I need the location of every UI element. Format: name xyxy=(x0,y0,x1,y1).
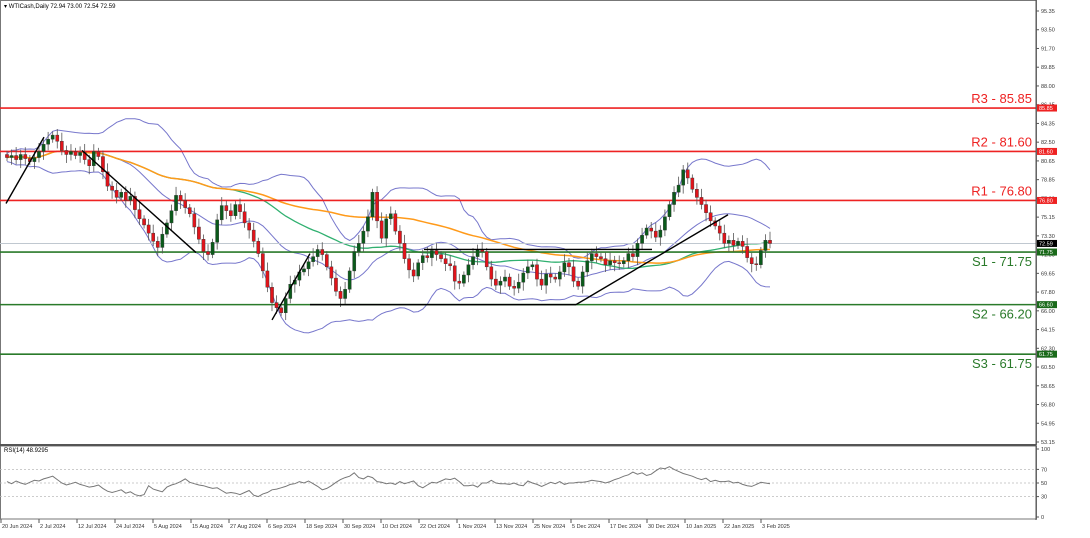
price-badge xyxy=(1037,104,1057,112)
time-tick-label: 6 Sep 2024 xyxy=(268,524,296,530)
level-label-s1: S1 - 71.75 xyxy=(972,254,1032,269)
price-badge xyxy=(1037,239,1057,247)
level-label-r1: R1 - 76.80 xyxy=(971,183,1032,198)
bollinger-lower xyxy=(6,161,771,334)
price-tick-label: 53.15 xyxy=(1041,440,1055,446)
price-tick-label: 73.30 xyxy=(1041,234,1055,240)
time-tick-label: 30 Sep 2024 xyxy=(344,524,375,530)
rsi-tick-label: 30 xyxy=(1041,495,1047,501)
price-badge-label: 81.60 xyxy=(1039,149,1053,155)
price-tick-label: 84.35 xyxy=(1041,121,1055,127)
time-tick-label: 5 Dec 2024 xyxy=(572,524,600,530)
time-tick-label: 17 Dec 2024 xyxy=(610,524,641,530)
price-tick-label: 75.15 xyxy=(1041,215,1055,221)
trendline-0[interactable] xyxy=(5,136,45,204)
price-tick-label: 88.00 xyxy=(1041,84,1055,90)
price-badge xyxy=(1037,147,1057,155)
rsi-pane-border xyxy=(0,445,1037,520)
price-tick-label: 82.50 xyxy=(1041,140,1055,146)
time-tick-label: 27 Aug 2024 xyxy=(230,524,261,530)
ohlc-values: 72.94 73.00 72.54 72.59 xyxy=(50,4,116,10)
time-tick-label: 30 Dec 2024 xyxy=(648,524,679,530)
price-tick-label: 91.70 xyxy=(1041,46,1055,52)
price-badge-label: 66.60 xyxy=(1039,303,1053,309)
trendline-1[interactable] xyxy=(81,149,197,254)
time-tick-label: 22 Oct 2024 xyxy=(420,524,450,530)
main-pane-border xyxy=(0,0,1037,445)
price-tick-label: 60.50 xyxy=(1041,365,1055,371)
price-tick-label: 56.80 xyxy=(1041,403,1055,409)
price-badge-label: 71.75 xyxy=(1039,250,1053,256)
time-tick-label: 12 Jul 2024 xyxy=(78,524,106,530)
time-tick-label: 25 Nov 2024 xyxy=(534,524,565,530)
rsi-tick-label: 70 xyxy=(1041,467,1047,473)
time-tick-label: 22 Jan 2025 xyxy=(724,524,754,530)
price-badge xyxy=(1037,301,1057,309)
price-tick-label: 54.95 xyxy=(1041,421,1055,427)
time-tick-label: 20 Jun 2024 xyxy=(2,524,32,530)
rsi-tick-label: 100 xyxy=(1041,447,1050,453)
price-badge-label: 72.59 xyxy=(1039,241,1053,247)
price-tick-label: 95.35 xyxy=(1041,9,1055,15)
time-tick-label: 10 Oct 2024 xyxy=(382,524,412,530)
price-tick-label: 89.85 xyxy=(1041,65,1055,71)
time-tick-label: 1 Nov 2024 xyxy=(458,524,486,530)
symbol-label: WTICash,Daily xyxy=(8,4,49,10)
price-tick-label: 78.85 xyxy=(1041,178,1055,184)
time-tick-label: 24 Jul 2024 xyxy=(116,524,144,530)
time-tick-label: 13 Nov 2024 xyxy=(496,524,527,530)
price-tick-label: 67.80 xyxy=(1041,290,1055,296)
time-tick-label: 3 Feb 2025 xyxy=(762,524,790,530)
price-badge-label: 85.85 xyxy=(1039,106,1053,112)
price-tick-label: 80.65 xyxy=(1041,159,1055,165)
time-tick-label: 18 Sep 2024 xyxy=(306,524,337,530)
rsi-title: RSI(14) 48.9295 xyxy=(4,448,49,454)
price-tick-label: 64.15 xyxy=(1041,328,1055,334)
level-label-s2: S2 - 66.20 xyxy=(972,307,1032,322)
rsi-tick-label: 50 xyxy=(1041,481,1047,487)
price-badge xyxy=(1037,196,1057,204)
moving-average-slow xyxy=(6,150,770,264)
price-tick-label: 69.65 xyxy=(1041,271,1055,277)
price-tick-label: 62.30 xyxy=(1041,346,1055,352)
level-label-r3: R3 - 85.85 xyxy=(971,91,1032,106)
candles xyxy=(5,129,772,321)
price-tick-label: 58.65 xyxy=(1041,384,1055,390)
level-label-s3: S3 - 61.75 xyxy=(972,356,1032,371)
bollinger-upper xyxy=(6,118,771,259)
time-tick-label: 5 Aug 2024 xyxy=(154,524,182,530)
rsi-tick-label: 0 xyxy=(1041,515,1044,521)
level-label-r2: R2 - 81.60 xyxy=(971,134,1032,149)
price-badge-label: 61.75 xyxy=(1039,352,1053,358)
chart-title: ▾ WTICash,Daily 72.94 73.00 72.54 72.59 xyxy=(4,3,115,10)
bollinger-middle xyxy=(6,150,771,281)
time-tick-label: 2 Jul 2024 xyxy=(40,524,65,530)
rsi-line xyxy=(6,466,771,498)
price-badge-label: 76.80 xyxy=(1039,198,1053,204)
time-tick-label: 10 Jan 2025 xyxy=(686,524,716,530)
price-tick-label: 66.00 xyxy=(1041,309,1055,315)
price-badge xyxy=(1037,350,1057,358)
trendline-5[interactable] xyxy=(575,214,729,306)
moving-average-fast xyxy=(6,150,771,270)
price-badge xyxy=(1037,248,1057,256)
price-tick-label: 71.50 xyxy=(1041,253,1055,259)
collapse-arrow-icon[interactable]: ▾ xyxy=(4,4,8,10)
trendline-2[interactable] xyxy=(271,253,311,321)
price-tick-label: 93.50 xyxy=(1041,28,1055,34)
time-tick-label: 15 Aug 2024 xyxy=(192,524,223,530)
